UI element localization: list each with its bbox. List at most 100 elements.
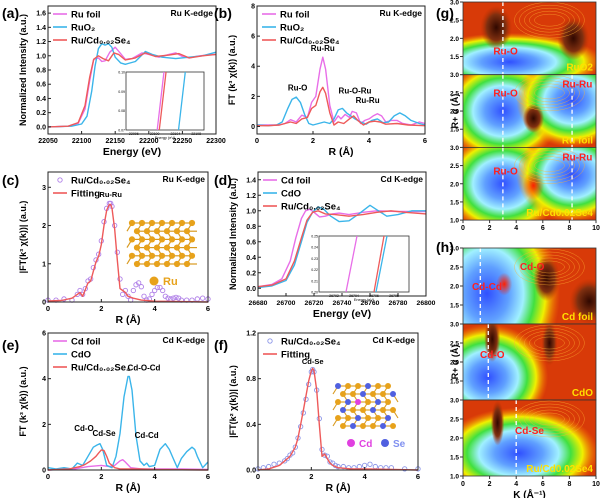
se-atom bbox=[345, 399, 351, 405]
y-tick-label: 2.5 bbox=[450, 18, 459, 25]
y-tick-label: 1.0 bbox=[450, 218, 459, 225]
x-tick-label: 22100 bbox=[72, 138, 92, 145]
legend-label: Ru foil bbox=[280, 10, 310, 21]
annotation-ru-o: Ru-O bbox=[493, 46, 518, 57]
y-tick-label: 2.5 bbox=[450, 163, 459, 170]
y-tick-label: 3.0 bbox=[450, 145, 459, 152]
data-point bbox=[372, 463, 378, 470]
x-tick-label: 2 bbox=[99, 472, 103, 481]
y-tick-label: 2.0 bbox=[450, 436, 459, 443]
annotation-ru-o-ru: Ru-O-Ru bbox=[339, 86, 372, 95]
inset-y-tick-label: 0.10 bbox=[118, 71, 125, 75]
y-tick-label: 4 bbox=[251, 64, 255, 71]
y-tick-label: 1.6 bbox=[36, 11, 46, 18]
y-tick-label: 2.5 bbox=[450, 90, 459, 97]
se-atom bbox=[385, 415, 391, 421]
y-tick-label: 1.0 bbox=[246, 208, 256, 215]
data-point bbox=[356, 463, 362, 470]
intensity-blob bbox=[490, 400, 505, 446]
y-tick-label: 1.5 bbox=[450, 455, 459, 462]
contour-line bbox=[524, 80, 575, 106]
y-axis-label: |FT(k² χ(k))| (a.u.) bbox=[228, 365, 238, 438]
contour-line bbox=[514, 400, 585, 438]
legend-cd-label: Cd bbox=[359, 439, 372, 450]
contour-line bbox=[534, 260, 565, 274]
annotation-ru-ru: Ru-Ru bbox=[562, 152, 592, 163]
ru-atom bbox=[385, 399, 391, 405]
x-axis-label: R (Å) bbox=[328, 145, 353, 158]
x-axis-label: K (Å⁻¹) bbox=[513, 488, 546, 498]
y-tick-label: 3.0 bbox=[450, 246, 459, 253]
ru-atom bbox=[138, 219, 146, 227]
y-tick-label: 1.4 bbox=[246, 177, 256, 184]
plot-frame bbox=[47, 332, 209, 471]
ru-atom bbox=[133, 260, 141, 268]
annotation-ru-ru: Ru-Ru bbox=[311, 44, 335, 53]
legend-label: Cd foil bbox=[281, 176, 311, 187]
wavelet-subplot-cdo: 1.5 2.0 2.5 3.0 CdO bbox=[450, 322, 597, 401]
intensity-blob bbox=[463, 324, 549, 400]
y-tick-label: 2.0 bbox=[450, 109, 459, 116]
intensity-blob bbox=[522, 103, 545, 133]
ru-atom bbox=[183, 244, 191, 251]
panel-label: (c) bbox=[2, 172, 19, 188]
y-tick-label: 1.5 bbox=[450, 199, 459, 206]
contour-line bbox=[534, 159, 565, 172]
annotation-cd-o: Cd-O bbox=[520, 262, 545, 273]
inset-y-tick-label: 0.25 bbox=[311, 235, 318, 239]
data-point bbox=[149, 291, 155, 298]
series-line-ru-cd0-02se4 bbox=[257, 86, 426, 127]
y-tick-label: 0.6 bbox=[36, 82, 46, 89]
x-tick-label: 6 bbox=[423, 136, 427, 145]
y-tick-label: 1.2 bbox=[246, 193, 256, 200]
data-point bbox=[157, 284, 163, 291]
ru-atom bbox=[178, 236, 186, 243]
ru-atom bbox=[153, 228, 161, 235]
inset-line bbox=[158, 71, 167, 131]
wavelet-subplot-cd-foil: 1.5 2.0 2.5 3.0 Cd foil bbox=[450, 246, 597, 325]
ru-atom bbox=[158, 252, 166, 259]
inset-y-tick-label: 0.22 bbox=[311, 268, 318, 272]
inset-x-tick-label: 26706 bbox=[369, 294, 379, 298]
se-atom bbox=[380, 423, 386, 429]
panel-label: (a) bbox=[2, 5, 19, 21]
x-tick-label: 26680 bbox=[249, 300, 268, 307]
y-tick-label: 2.5 bbox=[450, 417, 459, 424]
ru-atom bbox=[183, 260, 191, 268]
ru-atom bbox=[143, 244, 151, 251]
ru-atom bbox=[158, 236, 166, 243]
legend-se-atom bbox=[381, 439, 389, 447]
ru-atom bbox=[163, 244, 171, 251]
y-tick-label: 0.4 bbox=[36, 96, 46, 103]
x-tick-label: 22050 bbox=[38, 138, 58, 145]
legend-label: CdO bbox=[71, 350, 91, 361]
series-line-ruo2 bbox=[47, 43, 217, 128]
panel-label: (h) bbox=[436, 239, 454, 255]
legend-label: Ru/Cd₀.₀₂Se₄ bbox=[280, 36, 340, 47]
ru-atom bbox=[148, 219, 156, 227]
intensity-blob bbox=[516, 147, 596, 221]
inset-y-tick-label: 0.24 bbox=[311, 246, 318, 250]
y-tick-label: 2.0 bbox=[450, 181, 459, 188]
data-point bbox=[362, 462, 368, 469]
x-tick-label: 4 bbox=[153, 472, 158, 481]
ru-atom bbox=[360, 423, 366, 429]
y-tick-label: 8 bbox=[251, 4, 255, 11]
annotation-cd-se: Cd-Se bbox=[302, 357, 324, 366]
contour-line bbox=[519, 327, 580, 359]
x-tick-label: 4 bbox=[514, 225, 518, 232]
panel-b: 0 2 4 6 0 2 4 6 8 R (Å) FT (k³ χ(k)) (a.u.) Ru K-ed… bbox=[227, 4, 427, 159]
legend-label: Ru foil bbox=[71, 10, 101, 21]
ru-atom bbox=[385, 383, 391, 389]
data-point bbox=[284, 455, 290, 462]
panel-label: (d) bbox=[214, 172, 232, 188]
x-tick-label: 0 bbox=[46, 304, 50, 313]
sample-label: Ru/Cd0.02Se4 bbox=[526, 464, 593, 475]
legend-ru-label: Ru bbox=[163, 276, 178, 288]
inset-x-label: Energy (eV) bbox=[155, 136, 176, 140]
panel-label: (f) bbox=[214, 337, 228, 353]
intensity-blob bbox=[569, 278, 596, 324]
x-tick-label: 6 bbox=[206, 472, 210, 481]
cd-atom bbox=[355, 399, 361, 405]
x-tick-label: 6 bbox=[206, 304, 210, 313]
